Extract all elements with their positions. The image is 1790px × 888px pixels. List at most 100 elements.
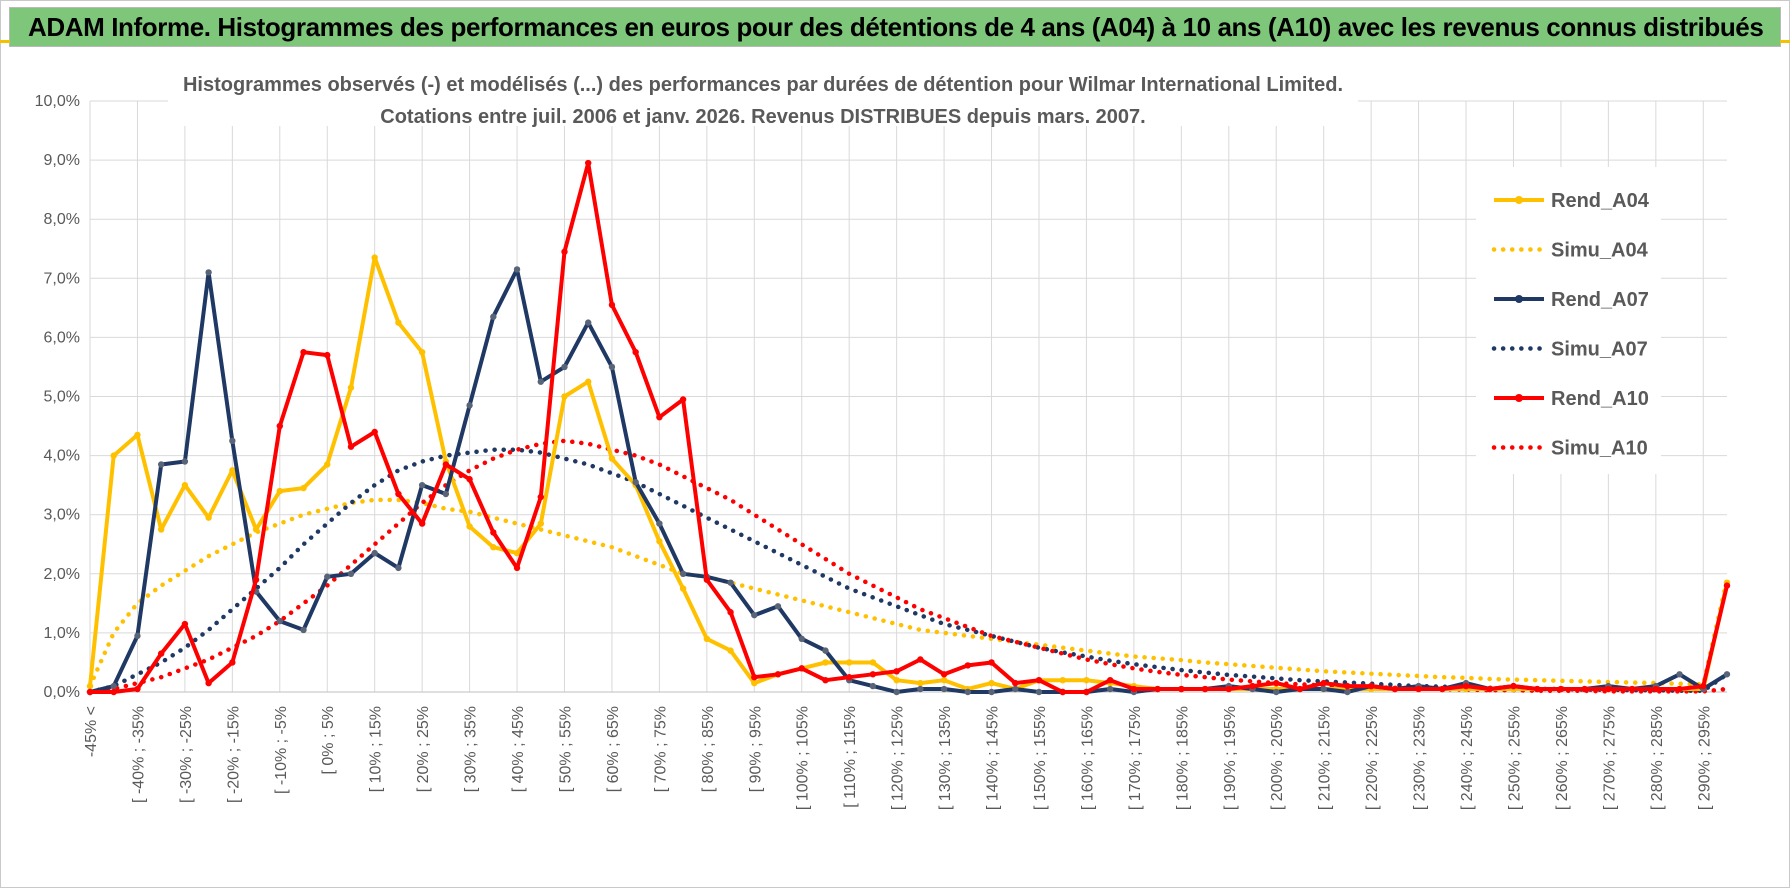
data-point	[371, 254, 378, 261]
x-tick-label: [ 100% ; 105%	[795, 706, 812, 810]
data-point	[869, 659, 877, 666]
data-point	[822, 659, 829, 666]
series-line-rend_a10	[90, 161, 1729, 694]
data-point	[276, 617, 283, 625]
x-tick-label: [ -10% ; -5%	[273, 706, 290, 794]
x-tick-label: [ 190% ; 195%	[1222, 706, 1239, 810]
data-point	[679, 585, 687, 592]
data-point	[157, 526, 165, 533]
legend-label: Simu_A07	[1551, 339, 1648, 361]
data-point	[1083, 688, 1090, 696]
data-point	[1676, 685, 1683, 693]
data-point	[513, 549, 521, 557]
data-point	[632, 478, 639, 486]
data-point	[1083, 676, 1090, 684]
data-point	[252, 526, 260, 533]
data-point	[490, 529, 497, 536]
data-point	[988, 659, 995, 666]
data-point	[1723, 671, 1731, 678]
x-tick-label: [ 160% ; 165%	[1079, 706, 1096, 810]
data-point	[964, 662, 972, 669]
data-point	[1012, 685, 1019, 693]
data-point	[252, 576, 260, 583]
x-tick-label: [ 90% ; 95%	[747, 706, 764, 792]
data-point	[1059, 688, 1066, 696]
data-point	[395, 490, 402, 498]
data-point	[1700, 682, 1707, 690]
data-point	[608, 363, 616, 371]
data-point	[1249, 682, 1256, 690]
data-point	[1012, 679, 1019, 687]
legend-label: Simu_A04	[1551, 240, 1649, 262]
x-tick-label: [ -40% ; -35%	[130, 706, 147, 803]
data-point	[395, 319, 402, 326]
legend-marker	[1515, 394, 1523, 402]
legend-marker	[1515, 196, 1523, 204]
data-point	[442, 490, 450, 498]
data-point	[656, 520, 663, 527]
data-point	[205, 514, 212, 521]
data-point	[679, 570, 687, 577]
data-point	[300, 348, 307, 356]
series-lines	[86, 159, 1731, 696]
data-point	[1510, 682, 1517, 690]
chart-title-background	[168, 62, 1358, 126]
data-point	[1320, 679, 1327, 687]
data-point	[513, 564, 521, 572]
data-point	[86, 682, 94, 690]
data-point	[1225, 685, 1232, 693]
data-point	[181, 481, 189, 489]
data-point	[585, 319, 592, 326]
y-tick-label: 2,0%	[44, 566, 80, 583]
data-point	[276, 487, 283, 495]
data-point	[585, 378, 592, 385]
legend: Rend_A04 Simu_A04 Rend_A07 Simu_A07 Rend_A10…	[1476, 167, 1661, 474]
x-tick-label: [ -20% ; -15%	[225, 706, 242, 803]
x-tick-label: [ 290% ; 295%	[1696, 706, 1713, 810]
data-point	[324, 573, 331, 580]
data-point	[1106, 685, 1114, 693]
x-tick-label: [ 250% ; 255%	[1506, 706, 1523, 810]
data-point	[869, 671, 877, 678]
y-tick-label: 10,0%	[35, 93, 80, 110]
chart-title-line-1: Histogrammes observés (-) et modélisés (…	[183, 74, 1343, 96]
x-tick-label: [ 80% ; 85%	[700, 706, 717, 792]
data-point	[632, 348, 639, 356]
data-point	[893, 676, 900, 684]
data-point	[1178, 685, 1185, 693]
data-point	[1273, 688, 1280, 696]
x-tick-label: [ 210% ; 215%	[1317, 706, 1334, 810]
x-tick-label: [ 270% ; 275%	[1601, 706, 1618, 810]
data-point	[988, 679, 995, 687]
data-point	[1130, 685, 1138, 693]
data-point	[869, 682, 877, 690]
x-tick-label: [ 50% ; 55%	[557, 706, 574, 792]
data-point	[1486, 685, 1493, 693]
data-point	[205, 269, 212, 276]
data-point	[822, 647, 829, 654]
series-line-simu_a07	[87, 447, 1730, 695]
x-tick-label: [ 220% ; 225%	[1364, 706, 1381, 810]
data-point	[490, 544, 497, 551]
data-point	[110, 688, 117, 696]
data-point	[774, 603, 782, 610]
data-point	[324, 351, 331, 359]
data-point	[1723, 582, 1731, 589]
data-point	[751, 679, 758, 687]
corner-mark-left	[0, 40, 10, 43]
data-point	[940, 676, 948, 684]
data-point	[371, 428, 378, 436]
data-point	[1344, 682, 1351, 690]
data-point	[300, 626, 307, 634]
x-tick-label: [ 70% ; 75%	[652, 706, 669, 792]
x-tick-label: [ 140% ; 145%	[985, 706, 1002, 810]
data-point	[988, 688, 995, 696]
series-line-simu_a10	[87, 438, 1730, 695]
data-point	[134, 632, 141, 640]
data-point	[300, 484, 307, 492]
data-point	[703, 635, 711, 643]
data-point	[134, 685, 141, 693]
legend-background	[1476, 167, 1661, 474]
data-point	[395, 564, 402, 572]
legend-marker	[1515, 295, 1523, 303]
